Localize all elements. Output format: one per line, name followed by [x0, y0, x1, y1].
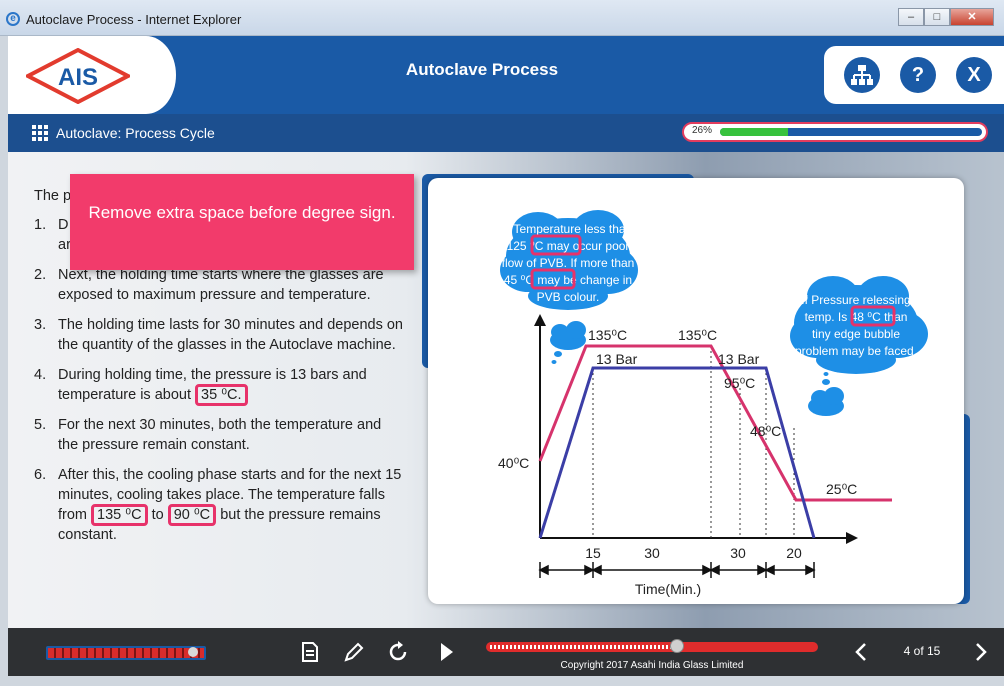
svg-text:If Pressure relessing: If Pressure relessing	[801, 293, 910, 307]
segment-label: 30	[730, 545, 746, 561]
svg-text:45 ⁰C may be change in: 45 ⁰C may be change in	[504, 273, 632, 287]
x-axis-label: Time(Min.)	[635, 581, 701, 597]
label-135c-a: 135⁰C	[588, 327, 627, 343]
time-guides	[592, 346, 795, 538]
label-40c: 40⁰C	[498, 455, 529, 471]
pressure-line	[538, 366, 816, 539]
svg-text:problem may be faced.: problem may be faced.	[795, 344, 917, 358]
small-cloud-icon	[550, 321, 586, 364]
cloud-callout-temperature: If Temperature less than 125 ⁰C may occu…	[500, 210, 638, 310]
volume-knob[interactable]	[188, 647, 198, 657]
steps-list: The p 1. D ar 2. Next, the holding time …	[34, 186, 404, 555]
seek-knob[interactable]	[670, 639, 684, 653]
highlight-annotation: 35 ⁰C.	[195, 384, 248, 406]
window-close-button[interactable]: ✕	[950, 8, 994, 26]
next-page-button[interactable]	[968, 640, 992, 664]
app-header: AIS Autoclave Process ? X	[8, 36, 1004, 114]
section-title: Autoclave: Process Cycle	[56, 125, 215, 141]
ie-logo-icon: e	[6, 12, 20, 26]
content-area: The p 1. D ar 2. Next, the holding time …	[8, 152, 1004, 628]
highlight-annotation: 135 ⁰C	[91, 504, 148, 526]
label-48c: 48⁰C	[750, 423, 781, 439]
logo-panel: AIS	[8, 36, 176, 114]
window-title: Autoclave Process - Internet Explorer	[26, 12, 242, 27]
seek-progress	[490, 645, 676, 649]
notes-icon	[302, 642, 318, 662]
small-cloud-icon	[808, 372, 844, 416]
ais-logo: AIS	[26, 48, 130, 104]
list-item: 3. The holding time lasts for 30 minutes…	[34, 317, 403, 353]
play-icon	[441, 643, 453, 661]
minimize-button[interactable]: –	[898, 8, 924, 26]
list-item: 6. After this, the cooling phase starts …	[34, 467, 402, 543]
prev-page-button[interactable]	[850, 640, 874, 664]
prev-icon	[855, 643, 866, 661]
label-25c: 25⁰C	[826, 481, 857, 497]
maximize-button[interactable]: □	[924, 8, 950, 26]
svg-text:tiny edge bubble: tiny edge bubble	[812, 327, 900, 341]
logo-text: AIS	[58, 64, 98, 91]
segment-label: 30	[644, 545, 660, 561]
edit-button[interactable]	[342, 640, 366, 664]
progress-track	[720, 128, 982, 136]
help-button[interactable]: ?	[900, 57, 936, 93]
page-title: Autoclave Process	[405, 60, 559, 79]
player-controls: Copyright 2017 Asahi India Glass Limited…	[8, 628, 1004, 676]
progress-label: 26%	[692, 125, 713, 136]
browser-titlebar: e Autoclave Process - Internet Explorer …	[0, 0, 1004, 36]
intro-text: The p	[34, 188, 72, 204]
label-135c-b: 135⁰C	[678, 327, 717, 343]
replay-icon	[389, 641, 407, 661]
progress-fill	[720, 128, 789, 136]
svg-text:temp. Is 48 ⁰C than: temp. Is 48 ⁰C than	[805, 310, 908, 324]
segment-label: 20	[786, 545, 802, 561]
process-cycle-svg: If Temperature less than 125 ⁰C may occu…	[498, 210, 928, 597]
chart-axes	[534, 314, 858, 544]
course-progress: 26%	[682, 122, 988, 142]
list-item: 1. D ar	[34, 217, 71, 253]
label-13bar-a: 13 Bar	[596, 351, 638, 367]
time-dimension-arrows	[538, 562, 816, 578]
window-controls: – □ ✕	[898, 8, 994, 26]
cloud-callout-pressure: If Pressure relessing temp. Is 48 ⁰C tha…	[790, 276, 928, 374]
list-item: 4. During holding time, the pressure is …	[34, 365, 404, 406]
edit-icon	[344, 642, 364, 662]
sitemap-button[interactable]	[844, 57, 880, 93]
page-counter: 4 of 15	[903, 644, 941, 658]
next-icon	[976, 643, 987, 661]
volume-slider[interactable]	[46, 646, 206, 660]
list-item: 5. For the next 30 minutes, both the tem…	[34, 417, 382, 453]
svg-text:flow of PVB. If more than: flow of PVB. If more than	[502, 256, 635, 270]
label-13bar-b: 13 Bar	[718, 351, 760, 367]
process-cycle-diagram: If Temperature less than 125 ⁰C may occu…	[428, 178, 964, 604]
svg-text:PVB colour.: PVB colour.	[537, 290, 600, 304]
tool-panel: ? X	[824, 46, 1004, 104]
review-comment-note: Remove extra space before degree sign.	[70, 174, 414, 270]
section-bar: Autoclave: Process Cycle 26%	[8, 114, 1004, 152]
close-icon: X	[967, 64, 981, 86]
segment-label: 15	[585, 545, 601, 561]
label-95c: 95⁰C	[724, 375, 755, 391]
temperature-line	[538, 344, 892, 502]
copyright-text: Copyright 2017 Asahi India Glass Limited	[560, 660, 744, 671]
sitemap-icon	[851, 65, 873, 85]
replay-button[interactable]	[386, 640, 410, 664]
exit-button[interactable]: X	[956, 57, 992, 93]
svg-text:If Temperature less than: If Temperature less than	[504, 222, 633, 236]
highlight-annotation: 90 ⁰C	[167, 504, 217, 526]
play-button[interactable]	[434, 640, 458, 664]
seek-bar[interactable]	[486, 639, 818, 653]
list-item: 2. Next, the holding time starts where t…	[34, 267, 384, 303]
svg-text:125 ⁰C may occur poor: 125 ⁰C may occur poor	[507, 239, 630, 253]
grid-menu-icon[interactable]	[32, 125, 48, 141]
notes-button[interactable]	[298, 640, 322, 664]
help-icon: ?	[911, 64, 925, 86]
